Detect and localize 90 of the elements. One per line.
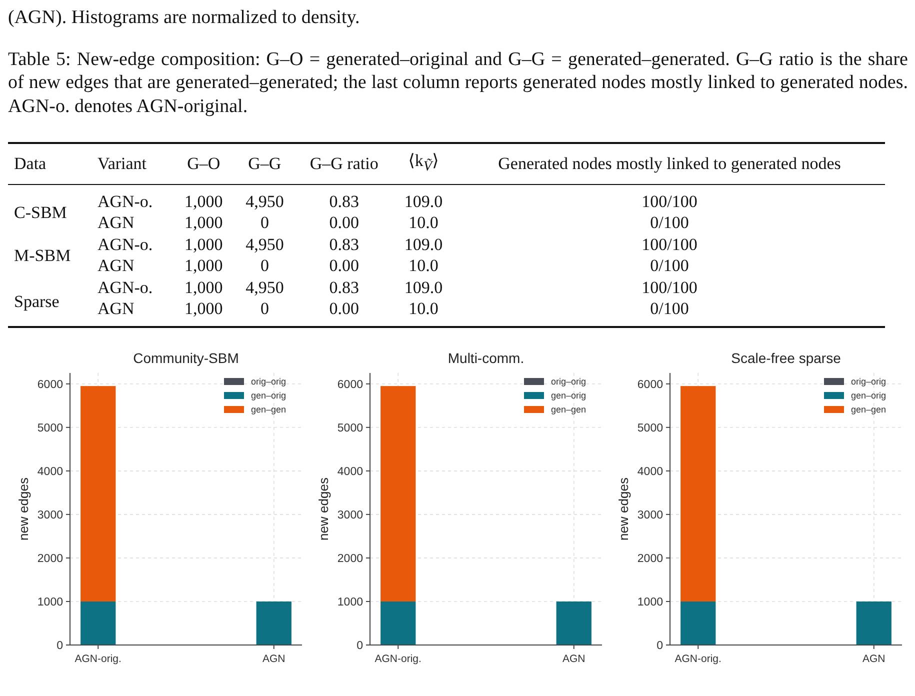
text: 4,950 — [246, 278, 284, 297]
text: M-SBM — [14, 246, 71, 265]
legend-label: gen–orig — [851, 390, 886, 400]
y-tick-label: 1000 — [37, 596, 63, 609]
caption: Table 5: New-edge composition: G–O = generated–original and G–G = generated–generated. G–G ratio is the share of new edges that are generated–generated; the last column reports generated nodes mostly linked to generated nodes. AGN-o. denotes AGN-original. — [8, 48, 908, 118]
text: 0.83 — [329, 278, 359, 297]
x-tick-label: AGN-orig. — [74, 653, 122, 665]
category-label: Generated nodes mostly linked to generated nodes — [498, 154, 841, 174]
y-tick-label: 0 — [56, 640, 63, 652]
chart-title: Scale-free sparse — [731, 350, 842, 366]
text: 109.0 — [404, 234, 443, 254]
text: 0/100 — [650, 213, 689, 232]
text: 0 — [260, 299, 269, 318]
text: 0.00 — [329, 256, 359, 276]
y-tick-label: 6000 — [337, 378, 363, 391]
category-label: Data — [14, 154, 46, 174]
text: 0/100 — [650, 256, 689, 276]
legend-label: orig–orig — [251, 376, 286, 386]
text: AGN-o. — [97, 234, 153, 254]
text: 10.0 — [408, 256, 438, 276]
y-tick-label: 6000 — [637, 378, 663, 391]
text: 100/100 — [642, 278, 698, 297]
text: 1,000 — [184, 192, 223, 211]
y-tick-label: 3000 — [37, 509, 63, 522]
y-tick-label: 5000 — [637, 422, 663, 434]
text: 100/100 — [642, 234, 698, 254]
text: 0.83 — [329, 234, 359, 254]
text: AGN-o. — [97, 192, 153, 211]
text: 109.0 — [404, 278, 443, 297]
category-label: ⟨k$_{Ṽ}$⟩ — [408, 151, 439, 174]
text: Sparse — [14, 292, 60, 311]
text: 0.00 — [329, 299, 359, 318]
y-tick-label: 4000 — [37, 466, 63, 478]
text: 109.0 — [404, 192, 443, 211]
category-label: G–O — [187, 154, 220, 174]
x-tick-label: AGN — [562, 653, 586, 665]
text: C-SBM — [14, 202, 67, 222]
legend-label: gen–orig — [251, 390, 286, 400]
text: 0 — [260, 213, 269, 232]
y-tick-label: 0 — [356, 640, 363, 652]
x-tick-label: AGN — [862, 653, 886, 665]
text: 0.00 — [329, 213, 359, 232]
text: AGN — [97, 256, 134, 276]
y-tick-label: 3000 — [637, 509, 663, 522]
text: 1,000 — [184, 213, 223, 232]
legend-label: gen–gen — [851, 404, 886, 414]
y-tick-label: 3000 — [337, 509, 363, 522]
chart-title: Community-SBM — [133, 350, 239, 366]
x-tick-label: AGN — [262, 653, 286, 665]
category-label: G–G — [248, 154, 282, 174]
text: AGN — [97, 213, 134, 232]
text: 10.0 — [408, 213, 438, 232]
text: 4,950 — [246, 234, 284, 254]
text: 10.0 — [408, 299, 438, 318]
y-axis-title: new edges — [616, 477, 631, 540]
y-tick-label: 4000 — [337, 466, 363, 478]
text: AGN — [97, 299, 134, 318]
legend-label: gen–gen — [551, 404, 586, 414]
legend-label: orig–orig — [851, 376, 886, 386]
category-label: Variant — [97, 154, 147, 174]
y-axis-title: new edges — [16, 477, 31, 540]
text: 1,000 — [184, 256, 223, 276]
legend-label: gen–orig — [551, 390, 586, 400]
y-tick-label: 2000 — [637, 552, 663, 565]
y-tick-label: 6000 — [37, 378, 63, 391]
category-label: G–G ratio — [310, 154, 378, 174]
y-axis-title: new edges — [316, 477, 331, 540]
text: (AGN). Histograms are normalized to density. — [8, 6, 361, 30]
y-tick-label: 5000 — [337, 422, 363, 434]
text: 4,950 — [246, 192, 284, 211]
text: AGN-o. — [97, 278, 153, 297]
y-tick-label: 1000 — [637, 596, 663, 609]
x-tick-label: AGN-orig. — [374, 653, 422, 665]
text: 0 — [260, 256, 269, 276]
text: 0/100 — [650, 299, 689, 318]
y-tick-label: 2000 — [337, 552, 363, 565]
text: 0.83 — [329, 192, 359, 211]
y-tick-label: 0 — [656, 640, 663, 652]
legend-label: orig–orig — [551, 376, 586, 386]
legend-label: gen–gen — [251, 404, 286, 414]
y-tick-label: 5000 — [37, 422, 63, 434]
y-tick-label: 2000 — [37, 552, 63, 565]
chart-title: Multi-comm. — [448, 350, 524, 366]
text: 1,000 — [184, 234, 223, 254]
text: 1,000 — [184, 299, 223, 318]
text: 100/100 — [642, 192, 698, 211]
y-tick-label: 1000 — [337, 596, 363, 609]
y-tick-label: 4000 — [637, 466, 663, 478]
text: 1,000 — [184, 278, 223, 297]
x-tick-label: AGN-orig. — [674, 653, 722, 665]
